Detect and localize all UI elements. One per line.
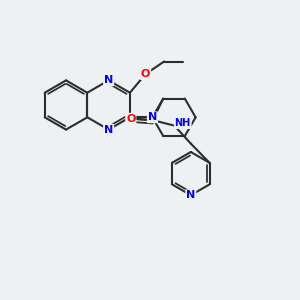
- Text: N: N: [148, 112, 157, 122]
- Text: N: N: [186, 190, 195, 200]
- Text: NH: NH: [175, 118, 191, 128]
- Text: O: O: [126, 114, 136, 124]
- Text: N: N: [104, 124, 113, 135]
- Text: N: N: [104, 75, 113, 85]
- Text: O: O: [141, 69, 150, 79]
